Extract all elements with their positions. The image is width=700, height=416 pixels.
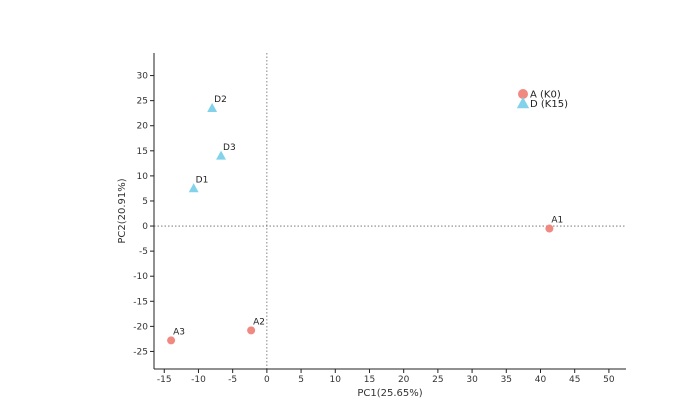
point-label-d3: D3 [223,143,236,153]
x-axis-title: PC1(25.65%) [357,388,422,399]
legend-label-2: D (K15) [530,99,568,110]
point-label-a2: A2 [253,317,265,327]
y-tick-label: 15 [137,147,148,157]
legend: A (K0)D (K15) [516,89,568,110]
y-axis-title: PC2(20.91%) [117,178,128,243]
point-label-a3: A3 [173,327,185,337]
x-tick-label: 45 [569,375,580,385]
y-tick-label: -5 [139,247,148,257]
x-tick-label: 40 [535,375,547,385]
data-point-a2 [247,326,256,335]
x-tick-label: -15 [157,375,172,385]
legend-marker-2 [516,96,530,109]
y-tick-label: 0 [142,222,148,232]
y-tick-label: -25 [133,347,148,357]
data-point-a1 [545,224,554,233]
legend-label-1: A (K0) [530,90,561,101]
y-tick-label: -10 [133,272,148,282]
y-tick-label: 20 [137,122,149,132]
x-tick-label: 30 [466,375,478,385]
data-point-d1 [188,183,199,193]
x-tick-label: 50 [603,375,615,385]
legend-marker-1 [518,89,528,99]
x-axis: -15 -10 -5 0 5 10 15 20 25 30 35 40 45 50 [154,368,626,385]
x-tick-label: -5 [228,375,237,385]
x-tick-label: 0 [264,375,270,385]
x-tick-label: 5 [298,375,304,385]
y-tick-label: -15 [133,297,148,307]
point-label-d2: D2 [214,95,227,105]
point-label-a1: A1 [551,216,563,226]
y-axis: -25 -20 -15 -10 -5 0 5 10 15 20 25 30 [133,53,155,369]
data-point-d2 [207,102,218,112]
y-tick-label: 25 [137,97,148,107]
y-tick-label: 10 [137,172,149,182]
x-tick-label: 10 [330,375,342,385]
x-tick-label: 35 [501,375,512,385]
data-point-d3 [216,150,226,160]
x-tick-label: -10 [191,375,206,385]
data-points: A1 A2 A3 D2 D3 D1 [167,95,563,345]
x-tick-label: 15 [364,375,375,385]
y-tick-label: -20 [133,322,148,332]
point-label-d1: D1 [196,175,209,185]
y-tick-label: 30 [137,72,149,82]
x-tick-label: 20 [398,375,410,385]
y-tick-label: 5 [142,197,148,207]
data-point-a3 [167,336,176,345]
x-tick-label: 25 [432,375,443,385]
